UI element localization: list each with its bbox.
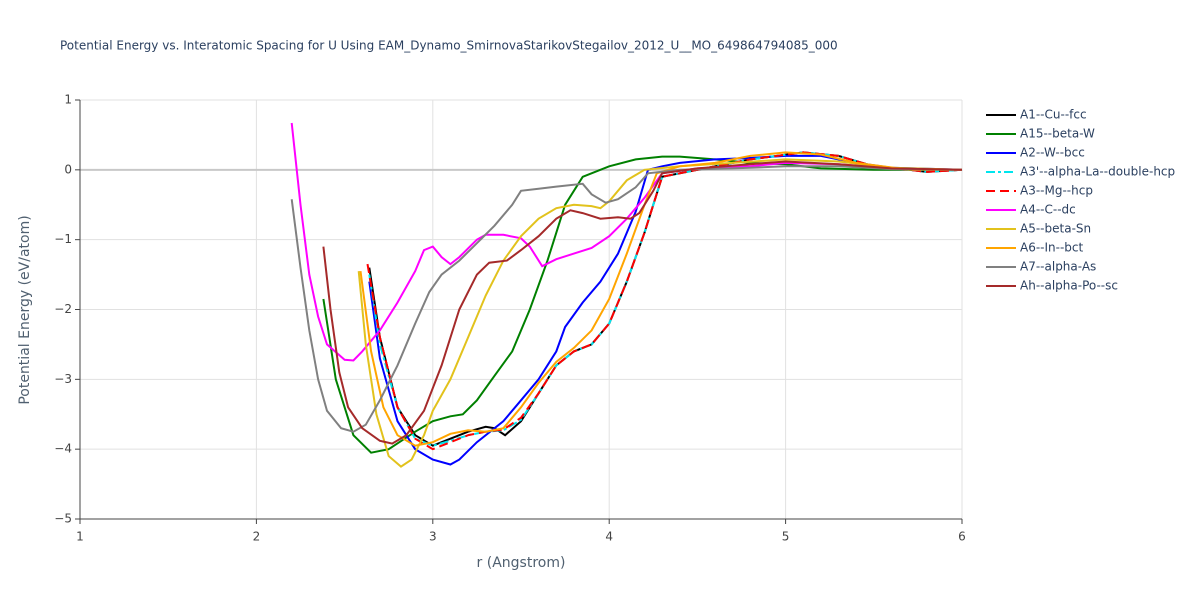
series-line (366, 151, 963, 451)
legend-text: A1--Cu--fcc (1020, 108, 1087, 122)
series-line (290, 122, 963, 362)
series-line (357, 158, 963, 468)
legend-text: A3'--alpha-La--double-hcp (1020, 165, 1175, 179)
chart-title: Potential Energy vs. Interatomic Spacing… (60, 39, 838, 53)
y-tick-label: −2 (54, 302, 72, 316)
legend-text: A5--beta-Sn (1020, 222, 1091, 236)
x-tick-label: 1 (76, 530, 84, 544)
y-tick-label: −3 (54, 372, 72, 386)
legend-text: A15--beta-W (1020, 127, 1095, 141)
legend-text: A4--C--dc (1020, 203, 1076, 217)
y-tick-label: 0 (64, 162, 72, 176)
legend-text: Ah--alpha-Po--sc (1020, 279, 1118, 293)
x-tick-label: 2 (253, 530, 261, 544)
y-axis-title: Potential Energy (eV/atom) (17, 215, 33, 404)
legend-text: A2--W--bcc (1020, 146, 1085, 160)
x-tick-label: 4 (605, 530, 613, 544)
y-tick-label: −5 (54, 512, 72, 526)
series-line (359, 151, 962, 447)
series-line (368, 151, 963, 447)
y-tick-label: 1 (64, 93, 72, 107)
y-tick-label: −1 (54, 232, 72, 246)
series-line (322, 160, 963, 445)
legend-text: A7--alpha-As (1020, 260, 1096, 274)
x-tick-label: 6 (958, 530, 966, 544)
x-tick-label: 3 (429, 530, 437, 544)
series-line (368, 151, 963, 447)
y-tick-label: −4 (54, 442, 72, 456)
x-tick-label: 5 (782, 530, 790, 544)
series-line (290, 165, 963, 433)
x-axis-title: r (Angstrom) (477, 555, 566, 571)
legend-text: A3--Mg--hcp (1020, 184, 1093, 198)
legend-text: A6--In--bct (1020, 241, 1084, 255)
